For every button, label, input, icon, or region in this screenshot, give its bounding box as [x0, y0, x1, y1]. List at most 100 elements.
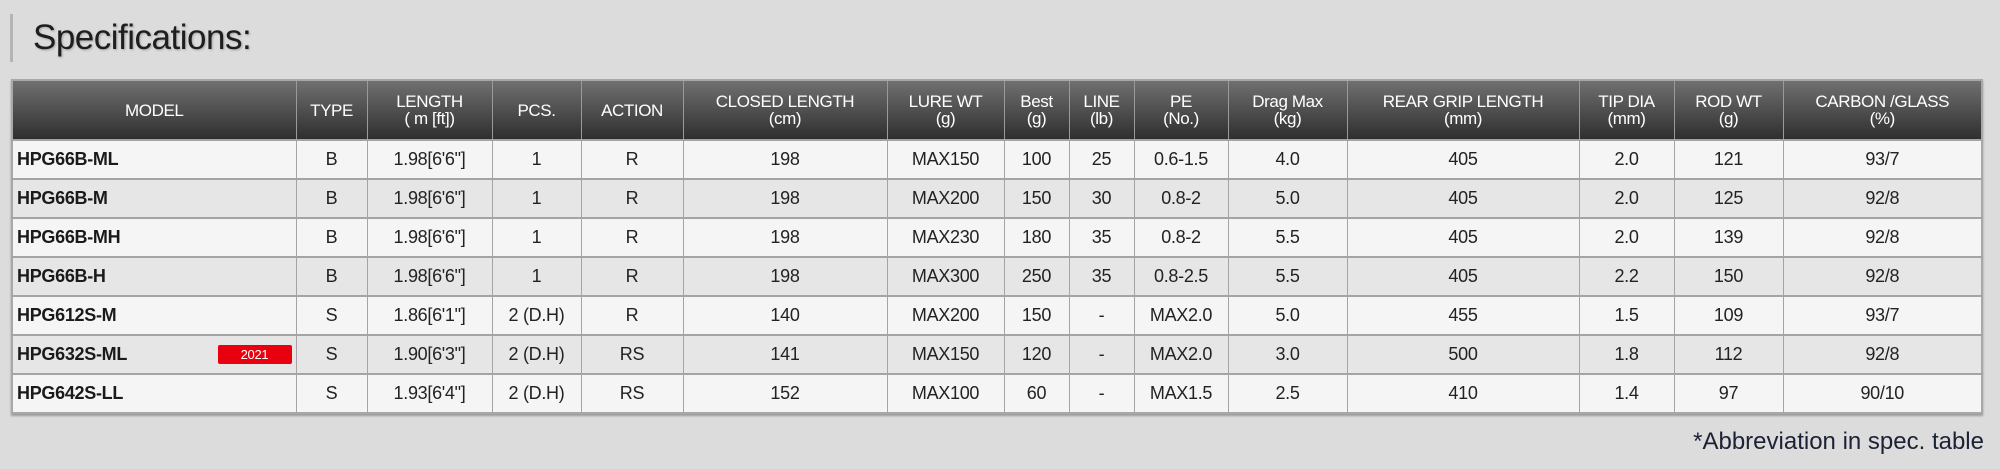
table-cell: 1.86[6'1"]: [366, 295, 493, 336]
table-cell: 1.8: [1578, 334, 1675, 375]
table-cell: 2.0: [1578, 178, 1675, 219]
table-cell: MAX1.5: [1133, 373, 1229, 414]
column-header-label: CARBON /GLASS: [1815, 92, 1950, 111]
table-cell: 1.98[6'6"]: [366, 178, 493, 219]
table-cell: MAX230: [886, 217, 1005, 258]
column-header-label: LINE: [1083, 92, 1120, 111]
model-cell: HPG66B-H: [11, 256, 297, 297]
table-cell: -: [1068, 334, 1135, 375]
table-cell: 500: [1346, 334, 1580, 375]
model-cell: HPG66B-MH: [11, 217, 297, 258]
table-cell: 198: [682, 256, 888, 297]
column-header-unit: (cm): [768, 109, 802, 128]
table-cell: MAX150: [886, 334, 1005, 375]
table-cell: 1: [491, 139, 582, 180]
table-cell: 92/8: [1782, 217, 1983, 258]
model-name: HPG66B-MH: [17, 227, 121, 247]
table-cell: 152: [682, 373, 888, 414]
table-cell: B: [295, 139, 368, 180]
table-cell: B: [295, 256, 368, 297]
abbreviation-footnote-link[interactable]: *Abbreviation in spec. table: [1693, 428, 1984, 455]
section-heading: Specifications:: [10, 14, 252, 62]
column-header-label: PE: [1170, 92, 1192, 111]
table-cell: 35: [1068, 256, 1135, 297]
table-cell: MAX300: [886, 256, 1005, 297]
table-cell: RS: [580, 373, 684, 414]
table-row: HPG642S-LL S 1.93[6'4"] 2 (D.H) RS 152 MAX100 6…: [11, 373, 1983, 414]
table-cell: 140: [682, 295, 888, 336]
table-cell: 92/8: [1782, 334, 1983, 375]
column-header-unit: (mm): [1443, 109, 1483, 128]
table-cell: MAX2.0: [1133, 295, 1229, 336]
table-cell: -: [1068, 295, 1135, 336]
new-model-badge: 2021: [217, 345, 292, 364]
table-cell: 141: [682, 334, 888, 375]
table-cell: MAX200: [886, 295, 1005, 336]
table-row: HPG66B-MH B 1.98[6'6"] 1 R 198 MAX230 180 35 0.8-…: [11, 217, 1983, 258]
table-cell: 93/7: [1782, 295, 1983, 336]
column-header-label: REAR GRIP LENGTH: [1382, 92, 1544, 111]
page-title: Specifications:: [33, 18, 252, 57]
table-cell: 4.0: [1227, 139, 1348, 180]
table-cell: 60: [1003, 373, 1070, 414]
table-cell: 410: [1346, 373, 1580, 414]
table-cell: 1.98[6'6"]: [366, 139, 493, 180]
table-cell: 250: [1003, 256, 1070, 297]
column-header: CARBON /GLASS (%): [1782, 80, 1982, 140]
column-header: REAR GRIP LENGTH (mm): [1346, 80, 1579, 140]
table-cell: 25: [1068, 139, 1135, 180]
model-cell: HPG66B-M: [11, 178, 297, 219]
table-cell: 0.6-1.5: [1133, 139, 1229, 180]
table-cell: 120: [1003, 334, 1070, 375]
column-header-unit: (No.): [1163, 109, 1199, 128]
table-cell: R: [580, 217, 684, 258]
column-header-label: TIP DIA: [1598, 92, 1655, 111]
table-cell: 150: [1673, 256, 1784, 297]
table-cell: 405: [1346, 256, 1580, 297]
table-cell: 121: [1673, 139, 1784, 180]
model-name: HPG642S-LL: [17, 383, 124, 403]
table-cell: 2.5: [1227, 373, 1348, 414]
table-cell: 92/8: [1782, 256, 1983, 297]
table-cell: 180: [1003, 217, 1070, 258]
table-cell: 1.98[6'6"]: [366, 256, 493, 297]
table-cell: R: [580, 295, 684, 336]
specifications-table: MODEL TYPE LENGTH( m [ft]) PCS. ACTION CLOSED…: [11, 79, 1983, 414]
table-cell: 30: [1068, 178, 1135, 219]
table-cell: S: [295, 373, 368, 414]
table-cell: 0.8-2.5: [1133, 256, 1229, 297]
table-cell: RS: [580, 334, 684, 375]
column-header-label: Drag Max: [1252, 92, 1323, 111]
column-header: LURE WT (g): [886, 80, 1004, 140]
table-cell: R: [580, 256, 684, 297]
model-cell: HPG612S-M: [11, 295, 297, 336]
table-cell: 150: [1003, 178, 1070, 219]
column-header-unit: ( m [ft]): [404, 109, 455, 128]
table-cell: 2 (D.H): [491, 373, 582, 414]
column-header: CLOSED LENGTH (cm): [682, 80, 887, 140]
table-cell: 5.0: [1227, 295, 1348, 336]
table-cell: 92/8: [1782, 178, 1983, 219]
table-cell: 125: [1673, 178, 1784, 219]
column-header-unit: (g): [935, 109, 956, 128]
model-name: HPG632S-ML: [17, 344, 128, 364]
table-cell: B: [295, 178, 368, 219]
column-header-label: Best: [1020, 92, 1053, 111]
table-cell: 1: [491, 256, 582, 297]
column-header-label: LURE WT: [908, 92, 983, 111]
table-cell: 2 (D.H): [491, 334, 582, 375]
table-cell: 93/7: [1782, 139, 1983, 180]
table-cell: 1.93[6'4"]: [366, 373, 493, 414]
table-cell: MAX150: [886, 139, 1005, 180]
table-cell: 150: [1003, 295, 1070, 336]
column-header-unit: (kg): [1273, 109, 1302, 128]
table-cell: S: [295, 334, 368, 375]
table-cell: 5.5: [1227, 217, 1348, 258]
table-cell: 405: [1346, 178, 1580, 219]
column-header-label: PCS.: [517, 100, 556, 120]
column-header-label: LENGTH: [396, 92, 463, 111]
column-header: Best (g): [1003, 80, 1069, 140]
column-header: ROD WT (g): [1673, 80, 1783, 140]
table-cell: 0.8-2: [1133, 178, 1229, 219]
column-header-label: MODEL: [125, 100, 184, 120]
